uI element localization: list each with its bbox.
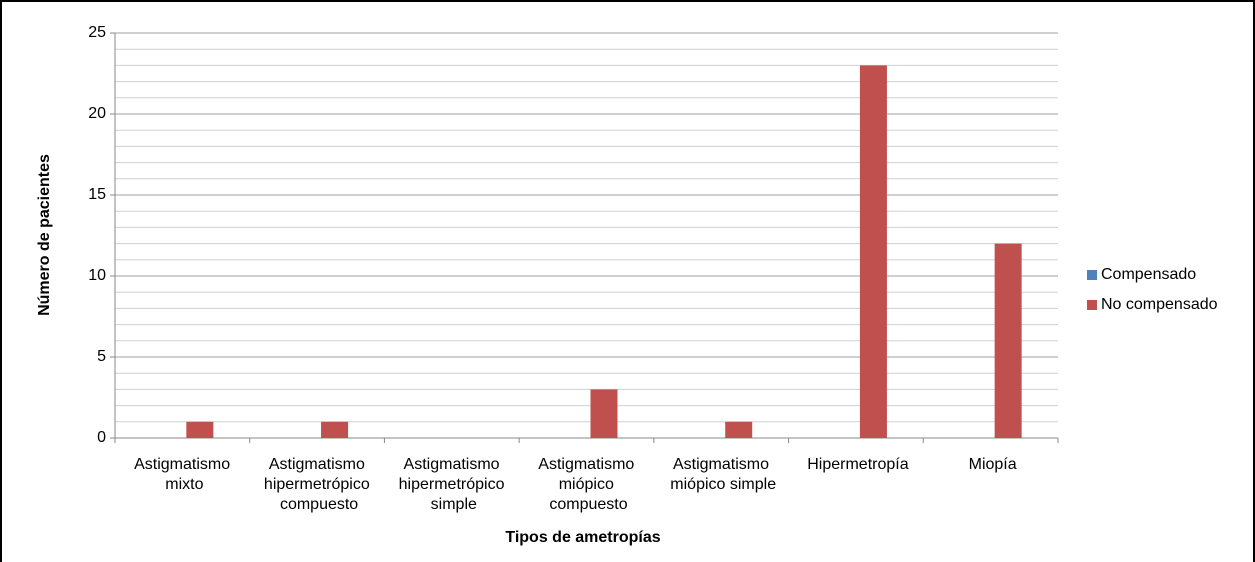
bar <box>859 65 887 439</box>
x-tick-label: Hipermetropía <box>807 456 908 473</box>
x-tick-label: Miopía <box>969 456 1017 473</box>
legend-swatch <box>1087 300 1097 310</box>
bar <box>321 421 349 438</box>
y-axis-label: Número de pacientes <box>36 154 53 316</box>
x-tick-label: Astigmatismo hipermetrópico simple <box>399 456 509 513</box>
bar <box>725 421 753 438</box>
x-tick-label: Astigmatismo hipermetrópico compuesto <box>264 456 374 513</box>
x-axis-label: Tipos de ametropías <box>505 529 660 546</box>
legend-label: No compensado <box>1101 296 1218 313</box>
x-tick-label: Astigmatismo miópico compuesto <box>538 456 638 513</box>
bar <box>186 421 214 438</box>
y-tick-label: 5 <box>97 348 106 365</box>
bar <box>994 243 1022 438</box>
bar <box>590 389 618 438</box>
y-tick-label: 20 <box>88 105 106 122</box>
y-tick-label: 15 <box>88 186 106 203</box>
y-tick-label: 10 <box>88 267 106 284</box>
y-tick-label: 0 <box>97 429 106 446</box>
legend-swatch <box>1087 270 1097 280</box>
y-tick-label: 25 <box>88 24 106 41</box>
x-tick-label: Astigmatismo miópico simple <box>670 456 776 493</box>
x-tick-label: Astigmatismo mixto <box>134 456 234 493</box>
legend-label: Compensado <box>1101 266 1196 283</box>
